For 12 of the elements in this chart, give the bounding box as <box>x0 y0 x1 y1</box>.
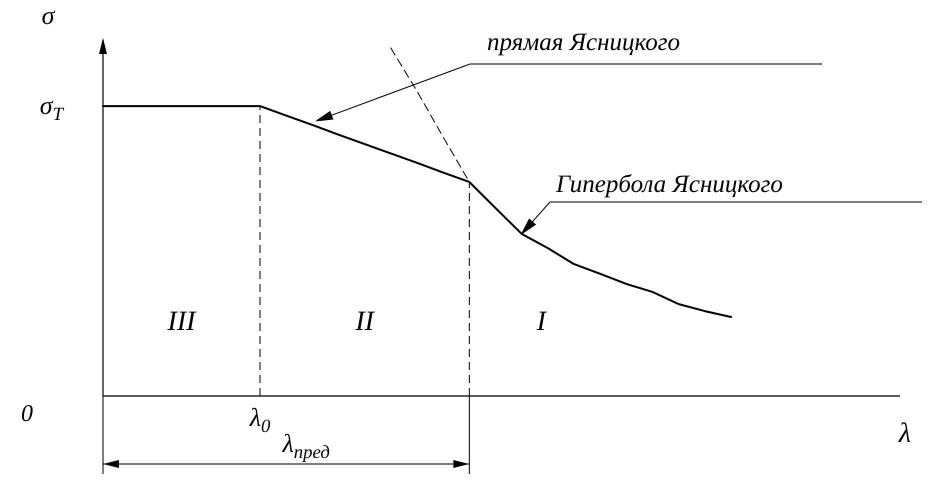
annotation: III <box>166 306 198 337</box>
annotation: прямая Ясницкого <box>487 29 680 56</box>
y-axis-title: σ <box>42 1 56 30</box>
annotation: Гипербола Ясницкого <box>555 171 783 198</box>
text: λ <box>898 418 912 449</box>
annotation: II <box>354 306 376 337</box>
text: λ <box>250 403 261 432</box>
text: λ$_{пред}$ <box>282 429 330 463</box>
text: 0 <box>260 416 271 437</box>
text: σ$_{T}$ <box>40 91 65 125</box>
annotation: I <box>536 306 548 337</box>
text: 0 <box>21 401 33 427</box>
